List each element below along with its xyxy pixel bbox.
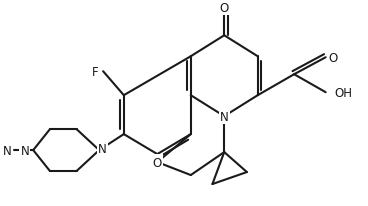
Text: O: O: [220, 2, 229, 15]
Text: O: O: [328, 52, 337, 64]
Text: N: N: [3, 144, 11, 157]
Text: F: F: [92, 65, 98, 78]
Text: O: O: [153, 156, 162, 169]
Text: N: N: [21, 144, 29, 157]
Text: N: N: [220, 110, 229, 123]
Text: N: N: [1, 144, 10, 157]
Text: OH: OH: [335, 86, 353, 99]
Text: N: N: [98, 142, 106, 155]
